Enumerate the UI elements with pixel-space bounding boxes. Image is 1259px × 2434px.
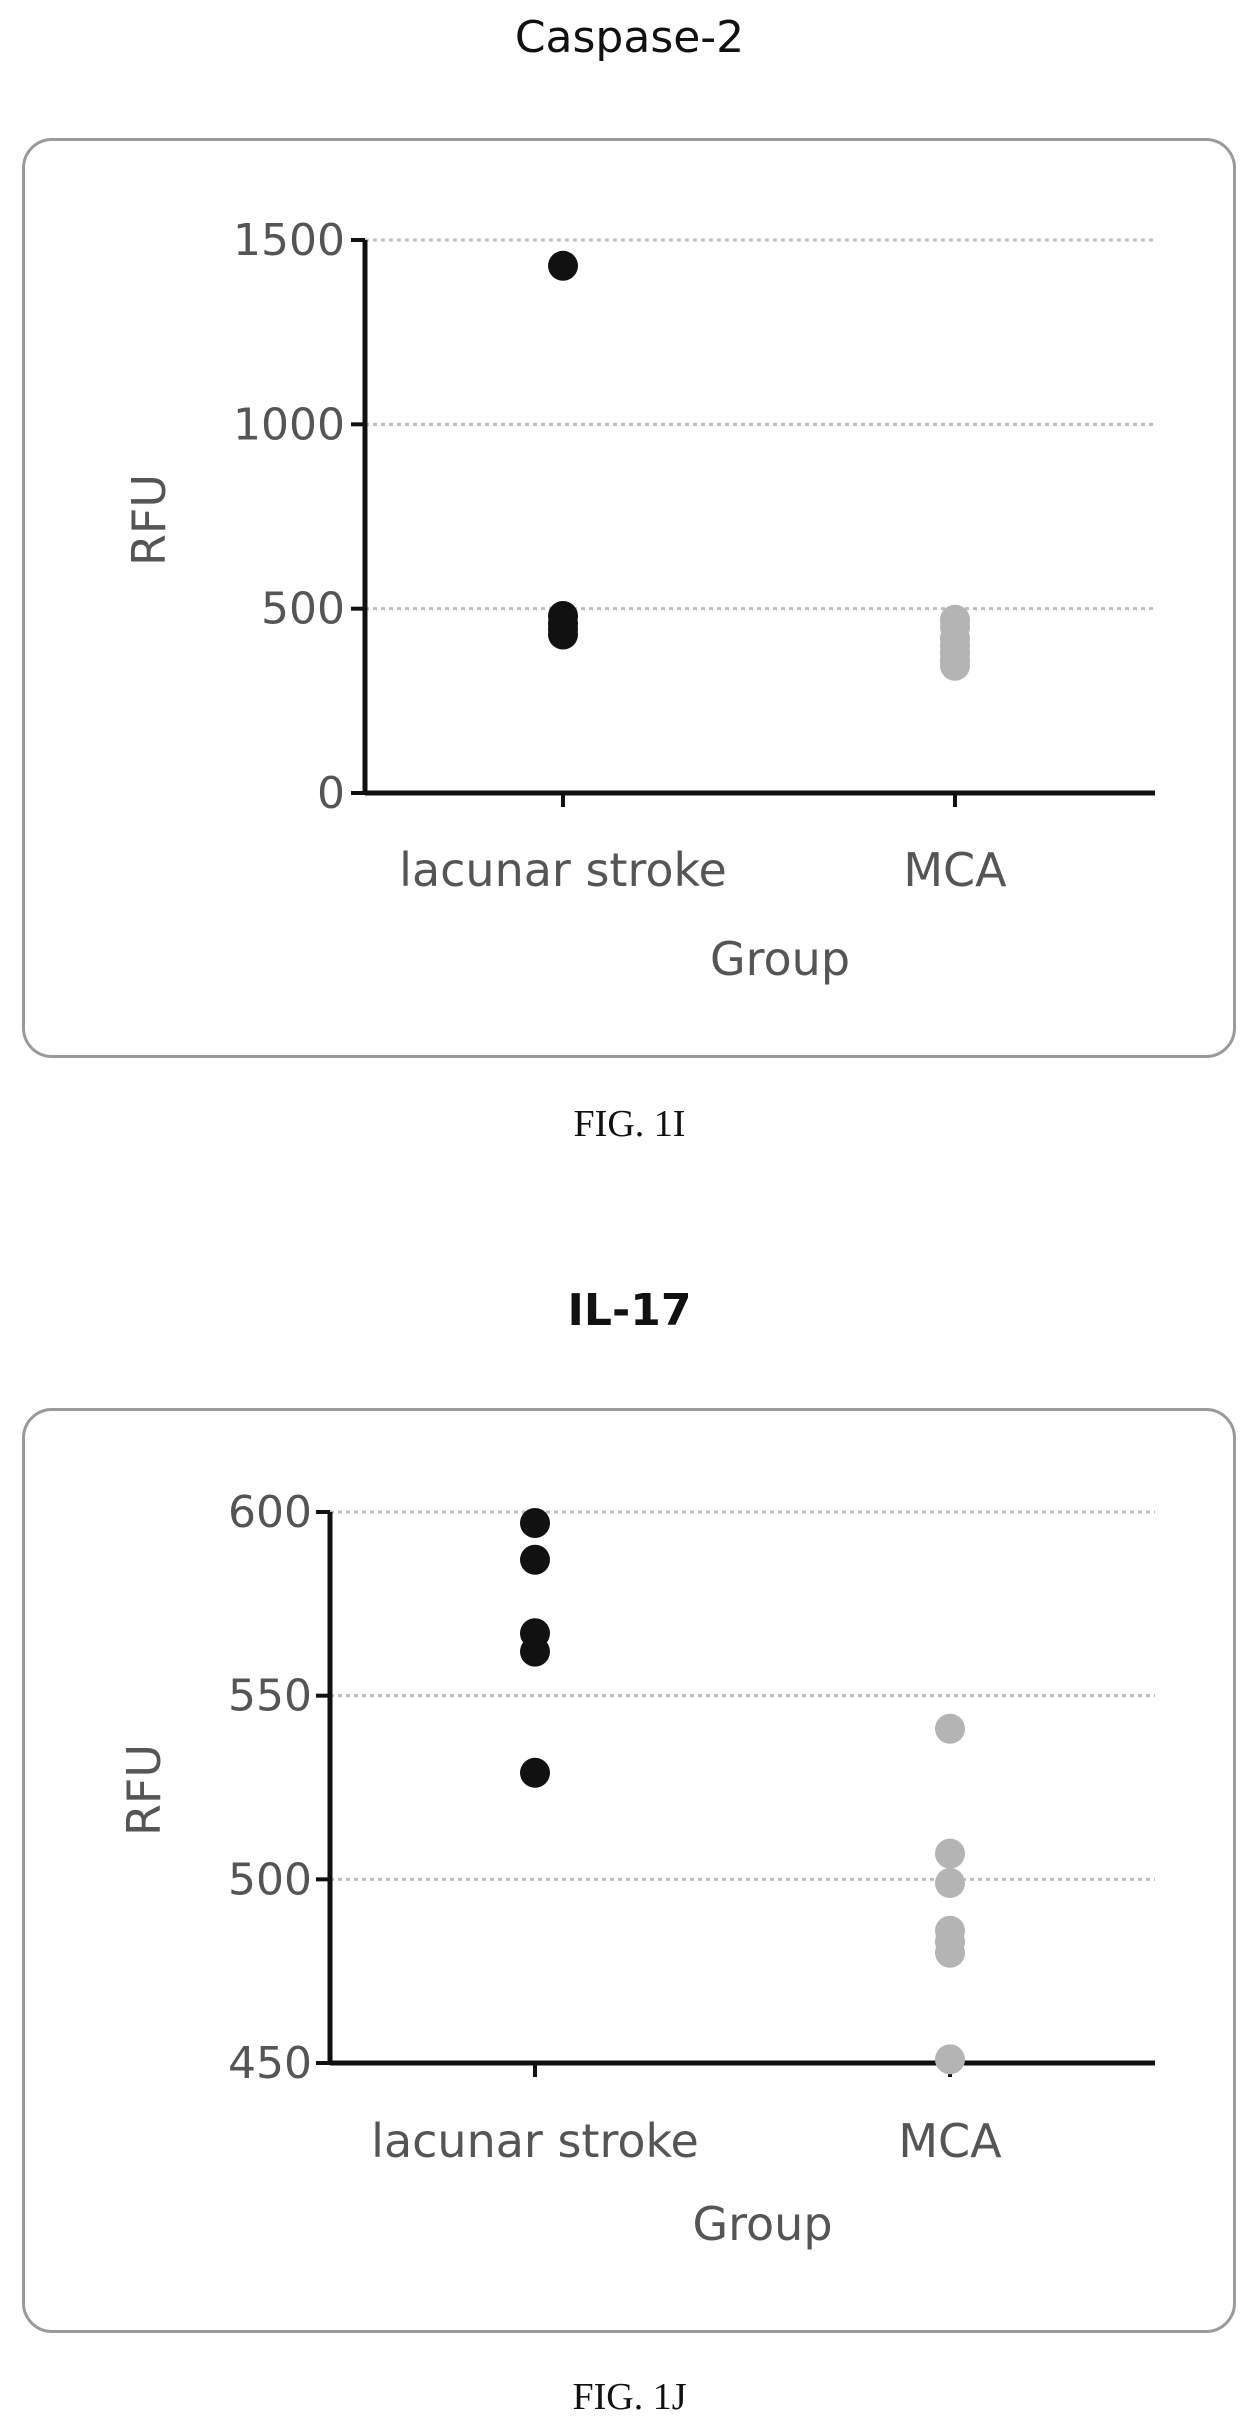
data-point [935,1868,965,1899]
x-category-label: MCA [898,2114,1002,2168]
data-point [548,619,578,650]
y-tick-label: 500 [228,1854,312,1905]
y-axis-label: RFU [122,474,176,566]
data-point [520,1544,550,1575]
data-point [935,1713,965,1744]
chart-frame [22,1408,1236,2333]
y-tick-label: 450 [228,2038,312,2089]
data-point [520,1636,550,1667]
data-point [940,650,970,681]
x-axis-label: Group [710,932,850,986]
figure-caption: FIG. 1J [572,2376,687,2418]
data-point [935,1838,965,1869]
x-axis-label: Group [692,2197,832,2251]
data-point [520,1757,550,1788]
y-tick-label: 0 [317,768,345,819]
data-point [548,250,578,281]
data-point [935,1937,965,1968]
scatter-plot-caspase-2: 0 500 1000 1500 lacunar stroke MCA Group RFU [122,215,1155,986]
data-point [520,1508,550,1539]
y-tick-label: 1000 [233,399,345,450]
y-axis-label: RFU [117,1744,171,1836]
y-tick-label: 1500 [233,215,345,266]
figure-caption: FIG. 1I [573,1103,686,1145]
x-category-label: lacunar stroke [371,2114,699,2168]
y-tick-label: 500 [261,584,345,635]
x-category-label: lacunar stroke [399,843,727,897]
chart-title: IL-17 [567,1285,692,1336]
chart-title: Caspase-2 [514,12,745,63]
y-tick-label: 550 [228,1671,312,1722]
chart-frame [22,138,1236,1058]
data-point [935,2044,965,2075]
x-category-label: MCA [903,843,1007,897]
y-tick-label: 600 [228,1487,312,1538]
